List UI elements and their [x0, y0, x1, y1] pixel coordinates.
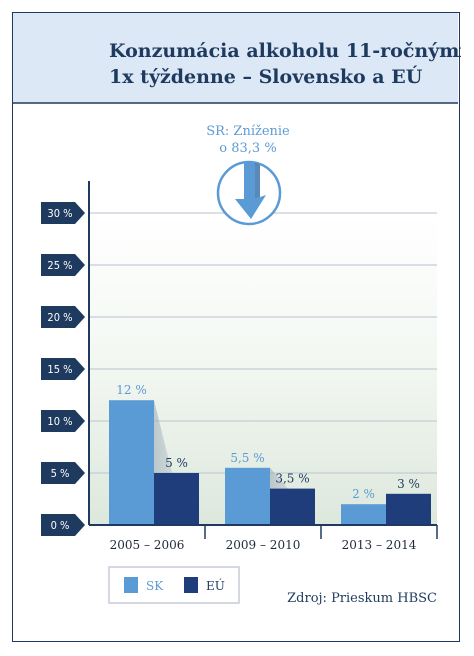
bar-value-label: 12 % [116, 383, 147, 397]
legend-label-sk: SK [146, 579, 164, 593]
y-tick-label: 20 % [47, 311, 72, 324]
annotation-line-1: SR: Zníženie [206, 124, 290, 139]
bar-value-label: 2 % [352, 487, 375, 501]
y-tick-badge [41, 254, 85, 276]
bar-sk [225, 467, 270, 525]
chart-title-line-1: Konzumácia alkoholu 11-ročnými [109, 40, 461, 62]
y-ticks: 0 % 5 % 10 % 15 % 20 % 25 % 30 % [41, 202, 85, 536]
y-tick-label: 10 % [47, 415, 72, 428]
chart-card: Konzumácia alkoholu 11-ročnými 1x týžden… [12, 12, 461, 642]
down-arrow-circle-icon [216, 160, 282, 226]
bar-eu [386, 493, 431, 525]
y-tick-badge [41, 462, 85, 484]
y-tick-label: 25 % [47, 259, 72, 272]
bar-value-label: 5 % [165, 456, 188, 470]
bar-sk [109, 400, 154, 525]
y-tick-label: 15 % [47, 363, 72, 376]
y-tick-badge [41, 358, 85, 380]
header-band [13, 13, 458, 103]
annotation-line-2: o 83,3 % [219, 141, 276, 156]
x-tick-label: 2013 – 2014 [342, 538, 417, 552]
bar-value-label: 5,5 % [230, 451, 264, 465]
bar-value-label: 3 % [397, 477, 420, 491]
x-tick-label: 2009 – 2010 [226, 538, 301, 552]
bar-eu [270, 488, 315, 525]
source-note: Zdroj: Prieskum HBSC [287, 591, 437, 606]
x-ticks: 2005 – 2006 2009 – 2010 2013 – 2014 [110, 525, 438, 552]
bar-sk [341, 504, 386, 525]
y-tick-label: 5 % [51, 467, 70, 480]
legend-label-eu: EÚ [206, 577, 225, 593]
bar-value-label: 3,5 % [275, 472, 309, 486]
chart-svg: Konzumácia alkoholu 11-ročnými 1x týžden… [13, 13, 461, 606]
bars: 12 % 5 % 5,5 % 3,5 % 2 % 3 % [109, 383, 431, 525]
y-tick-label: 30 % [47, 207, 72, 220]
y-tick-badge [41, 514, 85, 536]
legend: SK EÚ [108, 566, 240, 604]
y-tick-badge [41, 202, 85, 224]
bar-eu [154, 473, 199, 525]
y-tick-badge [41, 410, 85, 432]
x-tick-label: 2005 – 2006 [110, 538, 185, 552]
y-tick-label: 0 % [51, 519, 70, 532]
y-tick-badge [41, 306, 85, 328]
chart-title-line-2: 1x týždenne – Slovensko a EÚ [109, 65, 423, 88]
legend-swatch-sk [124, 577, 138, 593]
legend-swatch-eu [184, 577, 198, 593]
